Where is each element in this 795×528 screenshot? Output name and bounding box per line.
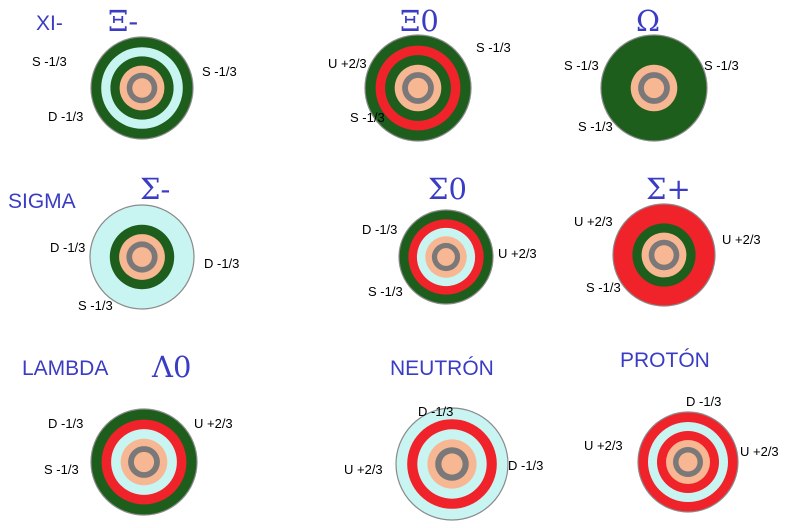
ring-core bbox=[441, 453, 463, 475]
label-neutron-3: D -1/3 bbox=[508, 458, 544, 473]
ring-core bbox=[678, 452, 698, 472]
symbol-sigma-minus: Σ- bbox=[140, 172, 171, 206]
ring-core bbox=[407, 77, 429, 99]
label-lambda-3: S -1/3 bbox=[44, 462, 79, 477]
ring-core bbox=[654, 245, 674, 265]
label-lambda-2: U +2/3 bbox=[194, 416, 233, 431]
particle-lambda-zero bbox=[90, 408, 198, 516]
label-xi-minus-1: S -1/3 bbox=[32, 54, 67, 69]
label-omega-3: S -1/3 bbox=[578, 119, 613, 134]
header-neutron: NEUTRÓN bbox=[390, 357, 494, 380]
particle-sigma-plus bbox=[612, 203, 716, 307]
symbol-lambda-zero: Λ0 bbox=[152, 350, 192, 384]
label-sigma-minus-2: D -1/3 bbox=[204, 256, 240, 271]
label-proton-3: U +2/3 bbox=[740, 444, 779, 459]
label-neutron-1: D -1/3 bbox=[418, 404, 454, 419]
particle-xi-minus bbox=[90, 36, 194, 140]
label-sigma-minus-3: S -1/3 bbox=[78, 298, 113, 313]
particle-omega bbox=[600, 34, 708, 142]
label-xi-minus-3: D -1/3 bbox=[48, 109, 84, 124]
label-sigma-zero-2: U +2/3 bbox=[498, 246, 537, 261]
label-sigma-zero-3: S -1/3 bbox=[368, 284, 403, 299]
label-proton-2: U +2/3 bbox=[584, 438, 623, 453]
label-neutron-2: U +2/3 bbox=[344, 462, 383, 477]
ring-core bbox=[132, 78, 152, 98]
symbol-sigma-zero: Σ0 bbox=[428, 172, 467, 206]
label-sigma-zero-1: D -1/3 bbox=[362, 222, 398, 237]
header-xi: XI- bbox=[36, 12, 63, 35]
header-sigma: SIGMA bbox=[8, 190, 76, 213]
label-xi-minus-2: S -1/3 bbox=[202, 64, 237, 79]
label-lambda-1: D -1/3 bbox=[48, 416, 84, 431]
particle-proton bbox=[637, 411, 739, 513]
symbol-omega: Ω bbox=[636, 4, 661, 38]
label-sigma-plus-2: U +2/3 bbox=[722, 232, 761, 247]
particle-sigma-zero bbox=[398, 209, 494, 305]
ring-core bbox=[132, 247, 152, 267]
symbol-sigma-plus: Σ+ bbox=[646, 172, 691, 206]
label-sigma-plus-3: S -1/3 bbox=[586, 280, 621, 295]
label-sigma-plus-1: U +2/3 bbox=[574, 214, 613, 229]
label-xi-zero-1: U +2/3 bbox=[328, 56, 367, 71]
label-sigma-minus-1: D -1/3 bbox=[50, 240, 86, 255]
symbol-xi-zero: Ξ0 bbox=[400, 4, 439, 38]
label-omega-1: S -1/3 bbox=[564, 58, 599, 73]
label-xi-zero-2: S -1/3 bbox=[476, 40, 511, 55]
particle-sigma-minus bbox=[89, 204, 195, 310]
header-proton: PROTÓN bbox=[620, 349, 710, 372]
particle-xi-zero bbox=[364, 34, 472, 142]
symbol-xi-minus: Ξ- bbox=[108, 4, 139, 38]
ring-core bbox=[437, 248, 455, 266]
header-lambda: LAMBDA bbox=[22, 357, 109, 380]
ring-core bbox=[643, 77, 665, 99]
particle-neutron bbox=[395, 407, 509, 521]
label-xi-zero-3: S -1/3 bbox=[350, 110, 385, 125]
ring-core bbox=[133, 451, 155, 473]
label-omega-2: S -1/3 bbox=[704, 58, 739, 73]
label-proton-1: D -1/3 bbox=[686, 394, 722, 409]
